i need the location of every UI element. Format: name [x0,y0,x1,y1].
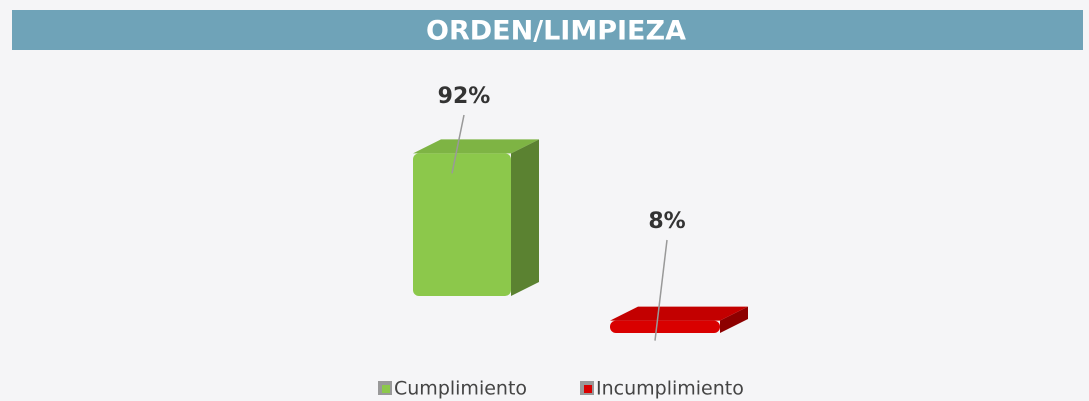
bar-front [610,320,720,333]
legend-label: Cumplimiento [394,378,527,400]
legend-swatch-inner [584,385,592,393]
bar-side [511,139,539,296]
bar-side [720,306,748,333]
value-label: 92% [438,84,491,109]
bar-front [413,153,511,296]
title-bar [12,10,1083,50]
legend-swatch-inner [382,385,390,393]
bar-top [413,139,539,154]
chart-title: ORDEN/LIMPIEZA [426,16,686,47]
leader-line [654,239,668,341]
value-label: 8% [648,209,685,234]
legend-label: Incumplimiento [596,378,744,400]
leader-line [451,114,465,174]
bar-top [610,306,748,321]
